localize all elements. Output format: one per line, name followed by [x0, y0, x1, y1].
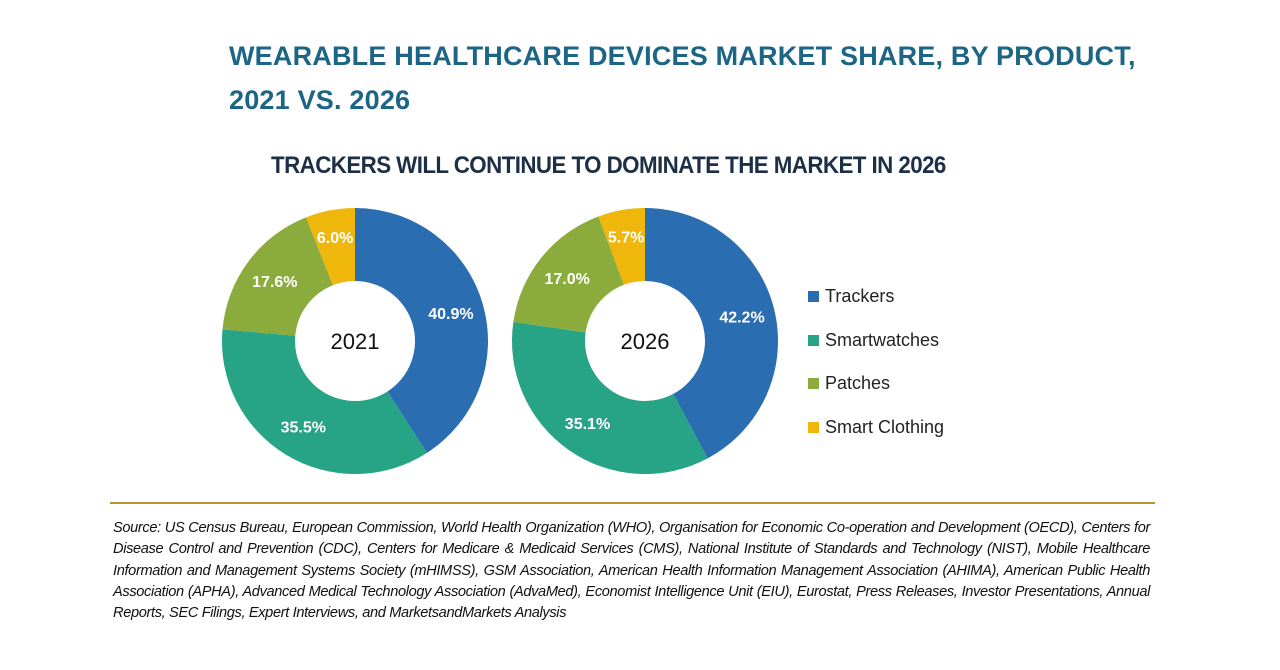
legend-item-smartwatches: Smartwatches — [808, 319, 944, 363]
data-label: 40.9% — [428, 306, 473, 323]
legend-item-smart-clothing: Smart Clothing — [808, 406, 944, 450]
donut-center-label: 2021 — [331, 329, 380, 354]
legend-swatch — [808, 291, 819, 303]
donut-slice-patches — [513, 216, 624, 333]
data-label: 35.5% — [281, 420, 326, 437]
chart-subtitle: TRACKERS WILL CONTINUE TO DOMINATE THE M… — [271, 152, 946, 179]
chart-title: WEARABLE HEALTHCARE DEVICES MARKET SHARE… — [229, 41, 1136, 115]
donut-center-label: 2026 — [621, 329, 670, 354]
legend-label: Smartwatches — [825, 329, 940, 350]
donut-slice-smart-clothing — [598, 208, 645, 285]
legend-label: Trackers — [825, 286, 895, 307]
legend-item-patches: Patches — [808, 362, 944, 406]
legend-item-trackers: Trackers — [808, 275, 944, 319]
data-label: 35.1% — [565, 416, 610, 433]
legend-label: Patches — [825, 373, 891, 394]
legend-swatch — [808, 378, 819, 390]
donut-slice-smart-clothing — [306, 208, 355, 286]
data-label: 5.7% — [608, 230, 644, 247]
data-label: 6.0% — [317, 230, 353, 247]
donut-slice-patches — [222, 217, 333, 336]
legend-swatch — [808, 421, 819, 433]
legend-swatch — [808, 334, 819, 346]
legend: Trackers Smartwatches Patches Smart Clot… — [808, 275, 944, 449]
data-label: 17.6% — [252, 274, 297, 291]
donut-slice-trackers — [355, 208, 489, 453]
donut-slice-trackers — [645, 208, 779, 459]
donut-slice-smartwatches — [511, 321, 708, 475]
divider — [110, 502, 1155, 504]
data-label: 17.0% — [544, 271, 589, 288]
legend-label: Smart Clothing — [825, 416, 945, 437]
source-note: Source: US Census Bureau, European Commi… — [113, 520, 1150, 622]
donut-slice-smartwatches — [222, 329, 427, 474]
data-label: 42.2% — [719, 310, 764, 327]
